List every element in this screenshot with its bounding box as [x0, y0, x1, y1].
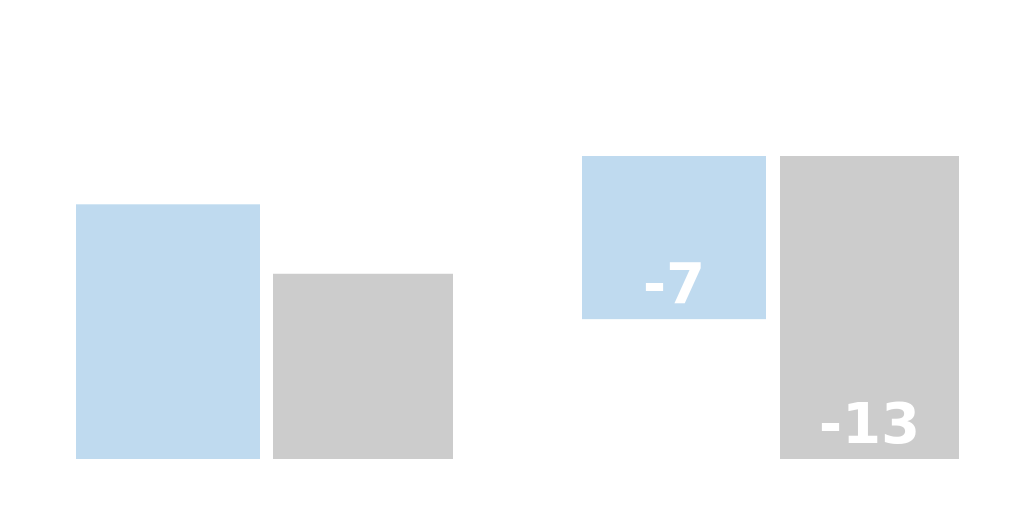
bar-panel2-series2 [780, 156, 959, 459]
chart-panel-right: -7 -13 [582, 156, 959, 459]
bar-panel1-series1 [76, 204, 260, 459]
bar-panel1-series2 [273, 273, 453, 459]
chart-panel-left [76, 204, 453, 459]
data-label-panel2-series1: -7 [643, 252, 705, 317]
data-label-panel2-series2: -13 [819, 392, 920, 457]
bar-panel2-series1 [582, 156, 766, 320]
